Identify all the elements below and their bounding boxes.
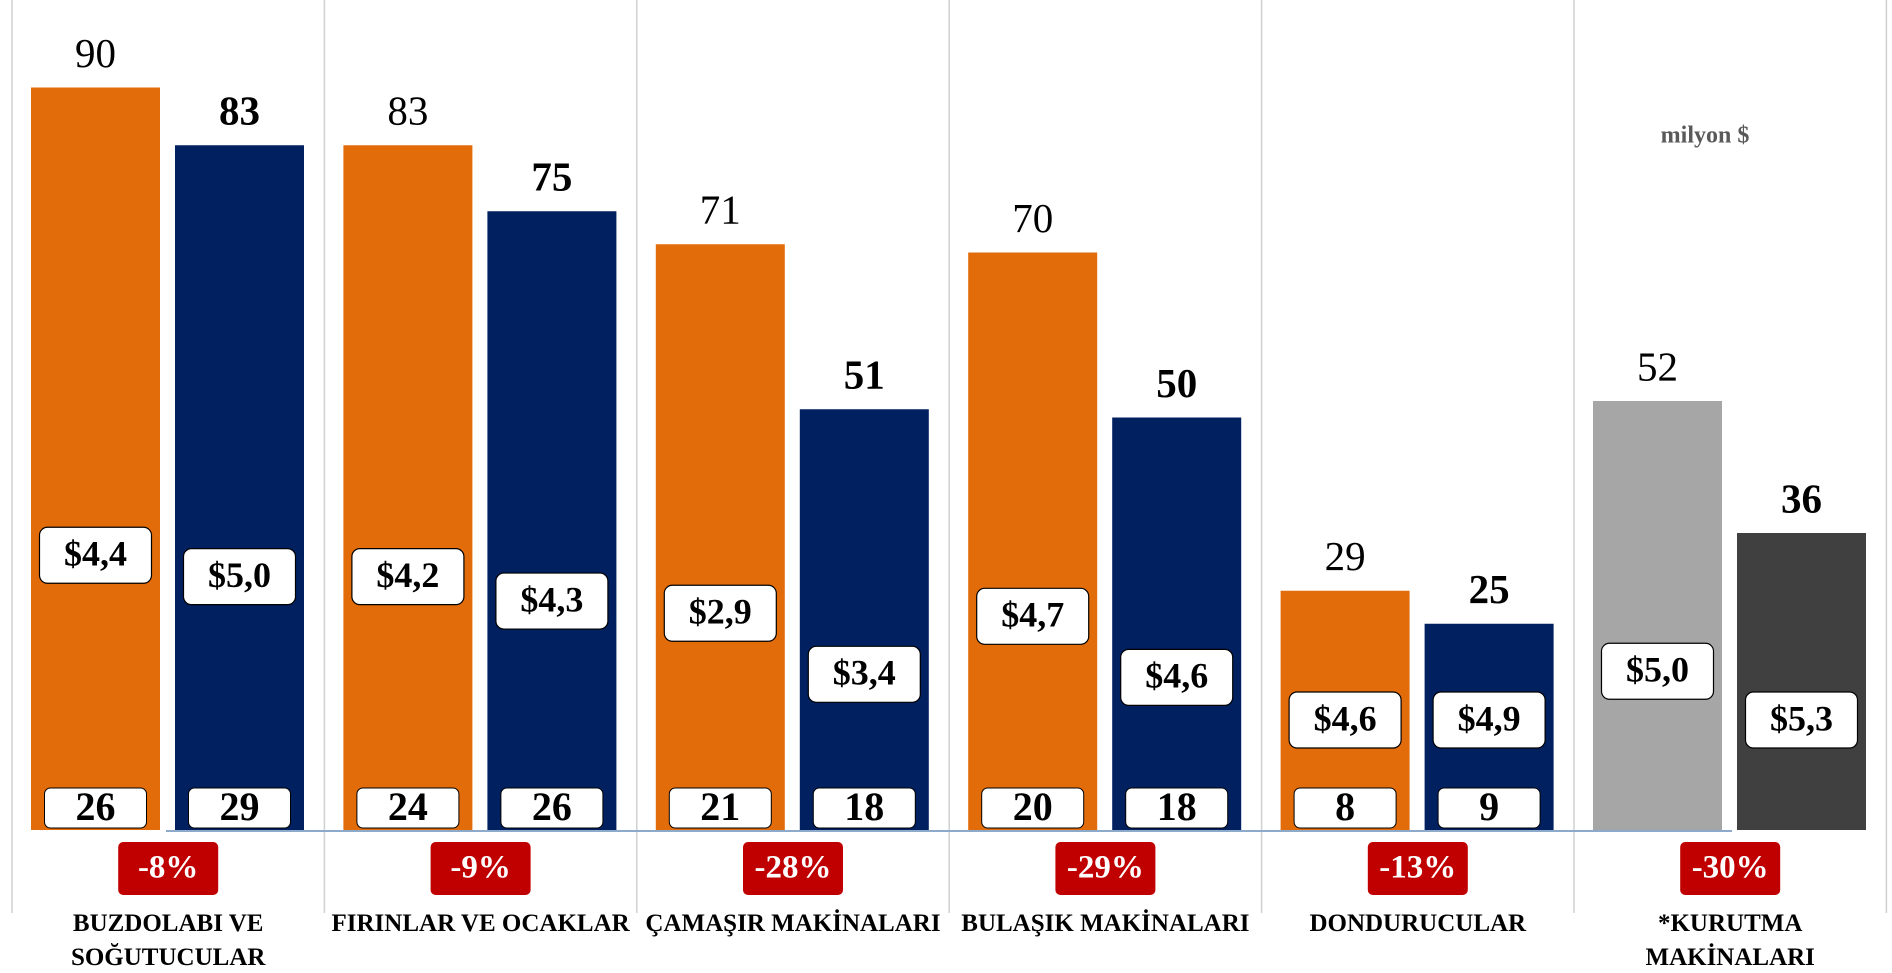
price-label: $4,2 [376, 555, 439, 595]
count-box [500, 787, 604, 829]
value-label: 83 [387, 88, 428, 134]
price-box [1288, 691, 1402, 749]
count-box [44, 787, 147, 829]
count-label: 26 [76, 784, 116, 829]
count-box [668, 787, 772, 829]
change-label: -8% [138, 850, 199, 886]
category-label: BULAŞIK MAKİNALARI [961, 909, 1249, 937]
change-badge [1367, 842, 1468, 895]
price-label: $4,9 [1458, 698, 1521, 738]
value-label: 90 [75, 30, 116, 76]
price-label: $4,6 [1145, 656, 1208, 696]
value-label: 83 [219, 88, 260, 134]
value-label: 25 [1469, 566, 1510, 612]
price-box [807, 645, 921, 703]
price-box [38, 526, 153, 584]
count-label: 20 [1013, 784, 1053, 829]
category-label: FIRINLAR VE OCAKLAR [332, 910, 631, 937]
count-label: 26 [532, 784, 572, 829]
change-badge [430, 842, 531, 895]
count-box [1437, 787, 1541, 829]
change-badge [1055, 842, 1156, 895]
value-label: 52 [1637, 343, 1678, 389]
category-label: BUZDOLABI VE SOĞUTUCULAR [71, 910, 266, 971]
value-label: 75 [531, 154, 572, 200]
bar [487, 211, 617, 830]
value-label: 71 [700, 187, 741, 233]
count-label: 9 [1479, 784, 1499, 829]
category-label: *KURUTMA MAKİNALARI [1645, 910, 1814, 971]
count-box [1125, 787, 1229, 829]
value-label: 70 [1012, 195, 1053, 241]
price-box [1120, 648, 1234, 706]
category-label: DONDURUCULAR [1309, 910, 1527, 937]
count-box [981, 787, 1085, 829]
change-label: -28% [755, 850, 832, 886]
value-label: 29 [1325, 533, 1366, 579]
change-label: -13% [1379, 850, 1456, 886]
bar [655, 244, 785, 830]
price-box [1744, 691, 1859, 749]
bar [31, 87, 160, 830]
price-label: $4,6 [1314, 698, 1377, 738]
category-label: ÇAMAŞIR MAKİNALARI [645, 909, 940, 937]
unit-label: milyon $ [1661, 123, 1750, 149]
bar [1112, 417, 1242, 830]
bar [343, 145, 473, 830]
count-label: 18 [844, 784, 884, 829]
price-label: $4,3 [520, 579, 583, 619]
price-box [663, 584, 777, 642]
change-label: -9% [450, 850, 511, 886]
bar [968, 252, 1098, 830]
price-box [182, 548, 297, 606]
price-box [976, 587, 1090, 645]
bar [175, 145, 304, 830]
count-label: 18 [1157, 784, 1197, 829]
bar [1737, 533, 1866, 830]
value-label: 50 [1156, 360, 1197, 406]
value-label: 36 [1781, 475, 1822, 521]
bar [799, 409, 929, 830]
count-label: 29 [220, 784, 260, 829]
count-box [188, 787, 291, 829]
bar [1593, 401, 1722, 830]
price-label: $5,3 [1770, 698, 1833, 738]
count-box [1293, 787, 1397, 829]
change-badge [1680, 842, 1781, 895]
count-box [356, 787, 460, 829]
price-label: $4,7 [1001, 595, 1064, 635]
price-label: $3,4 [833, 653, 896, 693]
price-label: $4,4 [64, 534, 127, 574]
price-label: $2,9 [689, 592, 752, 632]
change-badge [743, 842, 843, 895]
change-label: -30% [1692, 850, 1769, 886]
count-label: 24 [388, 784, 428, 829]
count-label: 8 [1335, 784, 1355, 829]
change-label: -29% [1067, 850, 1144, 886]
price-label: $5,0 [1626, 650, 1689, 690]
value-label: 51 [844, 352, 885, 398]
price-box [1432, 691, 1546, 749]
price-label: $5,0 [208, 555, 271, 595]
change-badge [118, 842, 219, 895]
count-box [812, 787, 916, 829]
price-box [1600, 642, 1715, 700]
price-box [351, 548, 465, 606]
count-label: 21 [700, 784, 740, 829]
price-box [495, 572, 609, 630]
